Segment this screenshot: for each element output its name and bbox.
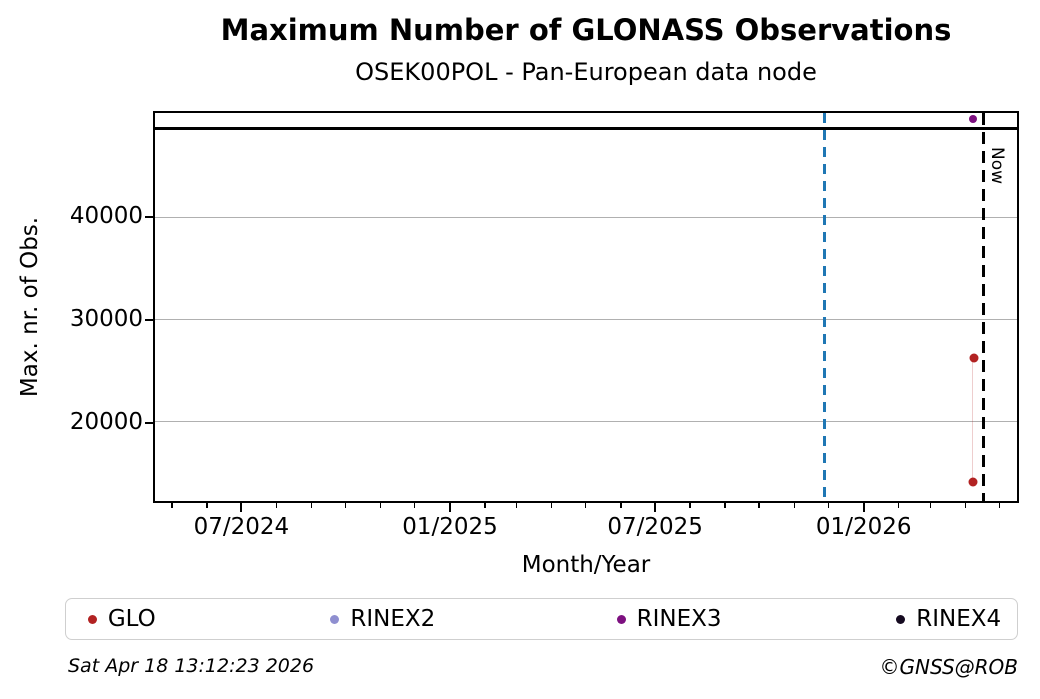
y-gridline bbox=[155, 420, 1017, 423]
plot-area: Now bbox=[153, 111, 1019, 503]
x-tick-minor bbox=[689, 503, 691, 508]
x-tick-minor bbox=[275, 503, 277, 508]
legend-marker-rinex4 bbox=[896, 614, 906, 624]
x-tick-minor bbox=[484, 503, 486, 508]
legend-item-glo: GLO bbox=[87, 599, 156, 639]
legend-item-rinex4: RINEX4 bbox=[896, 599, 1001, 639]
x-tick-label: 07/2024 bbox=[193, 514, 290, 540]
y-gridline bbox=[155, 318, 1017, 321]
x-tick-label: 01/2026 bbox=[815, 514, 912, 540]
x-tick-label: 07/2025 bbox=[607, 514, 703, 540]
y-tick-mark bbox=[145, 421, 153, 424]
chart-title: Maximum Number of GLONASS Observations bbox=[220, 13, 952, 47]
x-tick-major bbox=[448, 503, 451, 512]
y-tick-mark bbox=[145, 318, 153, 321]
legend-label-rinex3: RINEX3 bbox=[636, 606, 722, 632]
x-tick-minor bbox=[515, 503, 518, 508]
data-point-glo bbox=[969, 353, 979, 363]
x-tick-label: 01/2025 bbox=[402, 514, 498, 540]
now-vline-dashed bbox=[981, 113, 985, 501]
y-tick-label: 40000 bbox=[69, 202, 143, 229]
plot-timestamp: Sat Apr 18 13:12:23 2026 bbox=[68, 655, 315, 677]
x-tick-minor bbox=[620, 503, 622, 508]
legend-marker-rinex2 bbox=[330, 614, 340, 624]
legend-item-rinex3: RINEX3 bbox=[616, 599, 722, 639]
series-connector-glo bbox=[972, 360, 974, 486]
event-vline-dashed bbox=[822, 113, 826, 501]
y-tick-label: 30000 bbox=[69, 305, 143, 332]
x-axis-label: Month/Year bbox=[521, 552, 651, 578]
x-tick-major bbox=[862, 503, 865, 512]
x-tick-major bbox=[654, 503, 657, 512]
x-tick-minor bbox=[964, 503, 967, 508]
x-tick-minor bbox=[413, 503, 416, 508]
x-tick-minor bbox=[724, 503, 726, 508]
y-gridline bbox=[155, 216, 1017, 219]
x-tick-minor bbox=[206, 503, 208, 508]
chart-subtitle: OSEK00POL - Pan-European data node bbox=[355, 58, 817, 86]
legend-box: GLO RINEX2 RINEX3 RINEX4 bbox=[65, 598, 1018, 640]
legend-marker-rinex3 bbox=[616, 614, 626, 624]
legend-label-rinex4: RINEX4 bbox=[916, 606, 1002, 632]
y-tick-label: 20000 bbox=[69, 408, 143, 435]
data-point-glo bbox=[968, 477, 978, 487]
x-tick-minor bbox=[585, 503, 587, 508]
x-tick-minor bbox=[998, 503, 1001, 508]
credit-watermark: ©GNSS@ROB bbox=[879, 655, 1019, 679]
y-tick-mark bbox=[145, 215, 153, 218]
x-tick-minor bbox=[827, 503, 829, 508]
data-point-rinex3 bbox=[968, 115, 977, 124]
legend-label-rinex2: RINEX2 bbox=[350, 606, 436, 632]
now-line-label: Now bbox=[987, 147, 1008, 185]
x-tick-minor bbox=[310, 503, 313, 508]
x-tick-minor bbox=[793, 503, 795, 508]
x-tick-minor bbox=[344, 503, 347, 508]
x-tick-minor bbox=[897, 503, 900, 508]
x-tick-major bbox=[240, 503, 243, 512]
x-tick-minor bbox=[550, 503, 553, 508]
legend-item-rinex2: RINEX2 bbox=[330, 599, 435, 639]
x-tick-minor bbox=[758, 503, 760, 508]
x-tick-minor bbox=[379, 503, 382, 508]
x-tick-minor bbox=[929, 503, 931, 508]
x-tick-minor bbox=[171, 503, 173, 508]
legend-label-glo: GLO bbox=[107, 606, 156, 632]
max-observations-line bbox=[155, 126, 1017, 130]
legend-marker-glo bbox=[87, 614, 97, 624]
